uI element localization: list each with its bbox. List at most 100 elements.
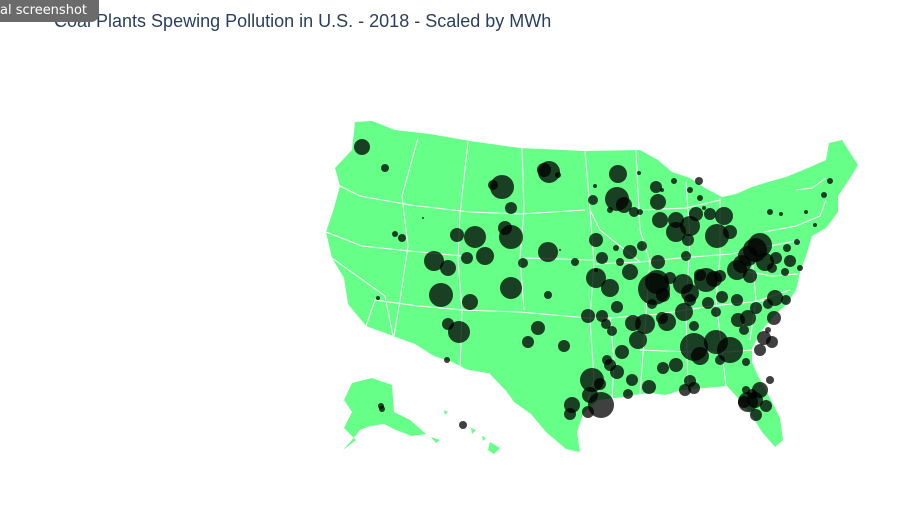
coal-plant-marker[interactable] [743, 269, 757, 283]
coal-plant-marker[interactable] [626, 374, 638, 386]
coal-plant-marker[interactable] [448, 321, 470, 343]
coal-plant-marker[interactable] [658, 313, 676, 331]
coal-plant-marker[interactable] [821, 192, 827, 198]
coal-plant-marker[interactable] [354, 139, 370, 155]
coal-plant-marker[interactable] [571, 258, 579, 266]
coal-plant-marker[interactable] [398, 234, 406, 242]
coal-plant-marker[interactable] [544, 291, 552, 299]
coal-plant-marker[interactable] [602, 355, 612, 365]
coal-plant-marker[interactable] [723, 225, 737, 239]
coal-plant-marker[interactable] [379, 406, 385, 412]
coal-plant-marker[interactable] [794, 239, 800, 245]
coal-plant-marker[interactable] [742, 358, 750, 366]
coal-plant-marker[interactable] [462, 294, 478, 310]
coal-plant-marker[interactable] [461, 252, 473, 264]
coal-plant-marker[interactable] [767, 209, 773, 215]
coal-plant-marker[interactable] [381, 164, 389, 172]
coal-plant-marker[interactable] [464, 226, 486, 248]
coal-plant-marker[interactable] [684, 294, 696, 306]
coal-plant-marker[interactable] [593, 184, 597, 188]
coal-plant-marker[interactable] [781, 295, 791, 305]
coal-plant-marker[interactable] [596, 252, 608, 264]
coal-plant-marker[interactable] [827, 178, 833, 184]
coal-plant-marker[interactable] [697, 195, 703, 201]
coal-plant-marker[interactable] [750, 409, 762, 421]
coal-plant-marker[interactable] [611, 301, 623, 313]
coal-plant-marker[interactable] [763, 299, 773, 309]
coal-plant-marker[interactable] [781, 268, 789, 276]
coal-plant-marker[interactable] [715, 355, 725, 365]
coal-plant-marker[interactable] [664, 272, 676, 284]
coal-plant-marker[interactable] [748, 233, 772, 257]
coal-plant-marker[interactable] [444, 357, 450, 363]
coal-plant-marker[interactable] [779, 212, 783, 216]
coal-plant-marker[interactable] [586, 268, 606, 288]
coal-plant-marker[interactable] [650, 181, 662, 193]
coal-plant-marker[interactable] [522, 336, 534, 348]
coal-plant-marker[interactable] [607, 207, 613, 213]
coal-plant-marker[interactable] [767, 311, 781, 325]
coal-plant-marker[interactable] [623, 245, 637, 259]
coal-plant-marker[interactable] [637, 241, 647, 251]
coal-plant-marker[interactable] [376, 296, 380, 300]
coal-plant-marker[interactable] [716, 291, 728, 303]
coal-plant-marker[interactable] [601, 279, 619, 297]
coal-plant-marker[interactable] [559, 249, 561, 251]
coal-plant-marker[interactable] [637, 209, 643, 215]
coal-plant-marker[interactable] [652, 212, 668, 228]
coal-plant-marker[interactable] [610, 365, 624, 379]
coal-plant-marker[interactable] [607, 326, 617, 336]
coal-plant-marker[interactable] [613, 245, 619, 251]
coal-plant-marker[interactable] [688, 382, 700, 394]
coal-plant-marker[interactable] [459, 421, 467, 429]
coal-plant-marker[interactable] [450, 228, 464, 242]
coal-plant-marker[interactable] [488, 180, 498, 190]
coal-plant-marker[interactable] [714, 270, 726, 282]
coal-plant-marker[interactable] [422, 217, 424, 219]
coal-plant-marker[interactable] [605, 187, 629, 211]
coal-plant-marker[interactable] [538, 242, 558, 262]
coal-plant-marker[interactable] [702, 297, 714, 309]
coal-plant-marker[interactable] [555, 172, 561, 178]
coal-plant-marker[interactable] [424, 251, 444, 271]
coal-plant-marker[interactable] [770, 252, 782, 264]
coal-plant-marker[interactable] [609, 165, 627, 183]
coal-plant-marker[interactable] [622, 264, 638, 280]
coal-plant-marker[interactable] [680, 216, 700, 236]
coal-plant-marker[interactable] [476, 247, 494, 265]
coal-plant-marker[interactable] [813, 223, 817, 227]
coal-plant-marker[interactable] [671, 178, 677, 184]
coal-plant-marker[interactable] [650, 194, 666, 210]
coal-plant-marker[interactable] [767, 263, 777, 273]
coal-plant-marker[interactable] [537, 163, 551, 177]
coal-plant-marker[interactable] [615, 345, 629, 359]
coal-plant-marker[interactable] [429, 283, 453, 307]
coal-plant-marker[interactable] [804, 210, 808, 214]
coal-plant-marker[interactable] [784, 255, 796, 267]
coal-plant-marker[interactable] [679, 384, 691, 396]
coal-plant-marker[interactable] [657, 362, 669, 374]
coal-plant-marker[interactable] [766, 336, 778, 348]
coal-plant-marker[interactable] [694, 269, 706, 281]
coal-plant-marker[interactable] [760, 400, 772, 412]
coal-plant-marker[interactable] [739, 325, 749, 335]
coal-plant-marker[interactable] [588, 392, 614, 418]
coal-plant-marker[interactable] [623, 389, 633, 399]
coal-plant-marker[interactable] [783, 244, 791, 252]
coal-plant-marker[interactable] [691, 347, 709, 365]
coal-plant-marker[interactable] [704, 208, 716, 220]
coal-plant-marker[interactable] [601, 319, 611, 329]
coal-plant-marker[interactable] [531, 321, 545, 335]
coal-plant-marker[interactable] [702, 206, 706, 210]
coal-plant-marker[interactable] [440, 260, 456, 276]
coal-plant-marker[interactable] [588, 195, 598, 205]
coal-plant-markers[interactable] [354, 139, 833, 429]
coal-plant-marker[interactable] [687, 187, 693, 193]
coal-plant-marker[interactable] [616, 258, 624, 266]
coal-plant-marker[interactable] [750, 302, 762, 314]
coal-plant-marker[interactable] [589, 233, 603, 247]
coal-plant-marker[interactable] [675, 303, 693, 321]
coal-plant-marker[interactable] [765, 327, 771, 333]
coal-plant-marker[interactable] [705, 224, 729, 248]
coal-plant-marker[interactable] [797, 265, 803, 271]
